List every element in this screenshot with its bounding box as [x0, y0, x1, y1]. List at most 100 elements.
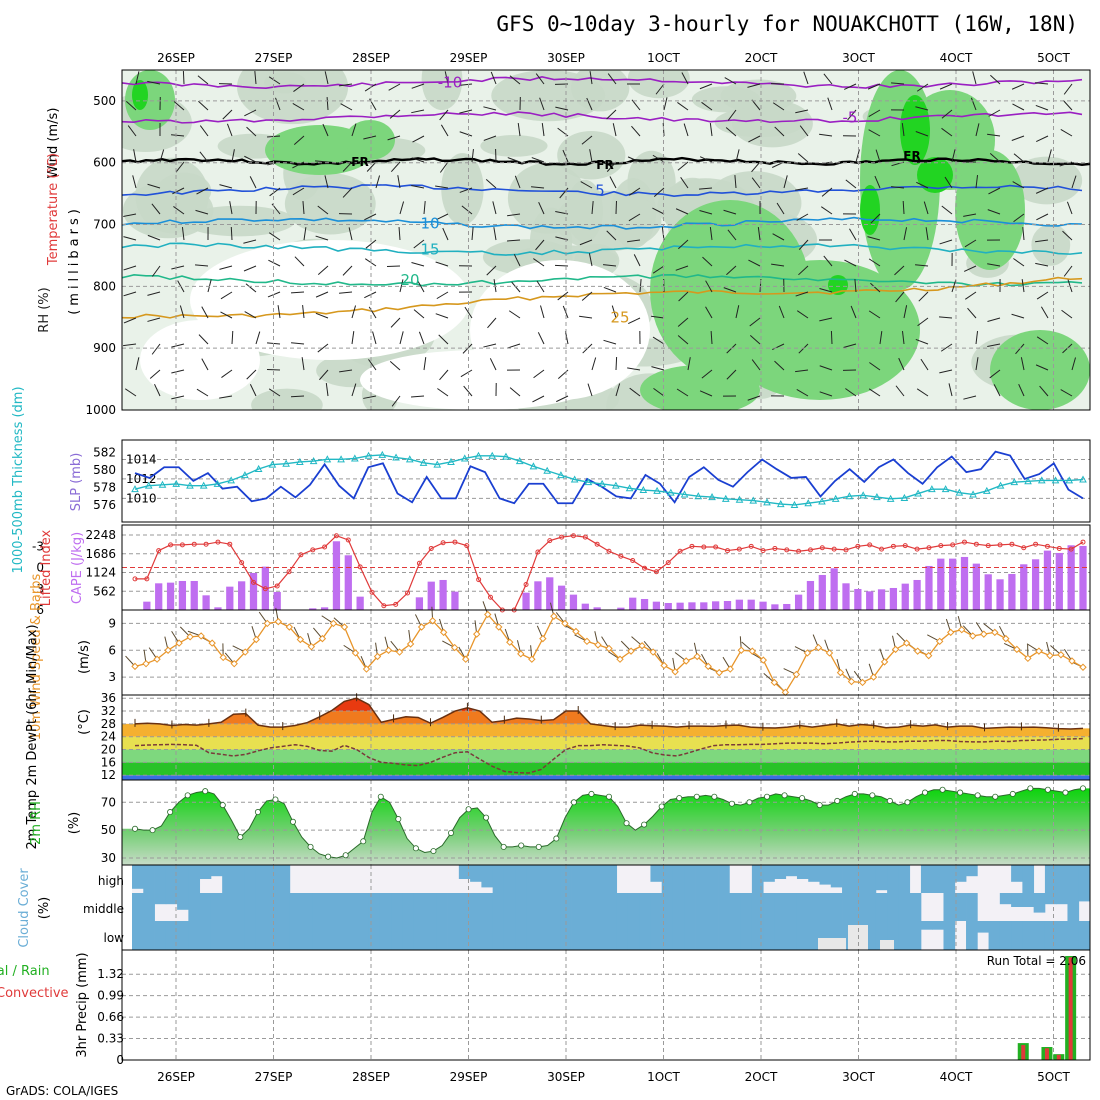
cloud-cover-cell	[493, 865, 505, 893]
cape-bar	[629, 598, 636, 610]
cape-bar	[665, 603, 672, 610]
wind-speed-point	[1047, 653, 1053, 659]
cape-bar	[759, 602, 766, 610]
cape-bar	[712, 601, 719, 610]
cape-bar	[854, 589, 861, 610]
wind-barb	[291, 396, 304, 397]
cloud-cover-cell	[279, 865, 291, 893]
cloud-cover-cell	[425, 921, 437, 950]
cloud-cover-cell	[583, 865, 595, 893]
cloud-cover-cell	[481, 921, 493, 950]
cape-bar	[357, 597, 364, 610]
rh-point	[361, 839, 366, 844]
temperature-contour-label: 5	[595, 182, 605, 200]
rh-point	[958, 790, 963, 795]
cloud-gap	[818, 938, 846, 950]
cloud-cover-cell	[538, 893, 550, 921]
top-date-label: 5OCT	[1037, 51, 1070, 65]
rh-point	[484, 815, 489, 820]
cloud-cover-cell	[617, 893, 629, 921]
wind-speed-point	[386, 647, 392, 653]
cloud-cover-cell	[650, 921, 662, 950]
cloud-cover-cell	[684, 921, 696, 950]
cloud-cover-cell	[1034, 921, 1046, 950]
wind-speed-point	[474, 631, 480, 637]
temp-band	[122, 775, 1090, 780]
rh-point	[835, 798, 840, 803]
rh-high-region	[640, 365, 760, 415]
cloud-cover-cell	[143, 893, 155, 921]
cloud-cover-cell	[414, 921, 426, 950]
rh-point	[887, 798, 892, 803]
wind-speed-point	[727, 666, 733, 672]
cloud-cover-cell	[1045, 865, 1057, 893]
cape-bar	[913, 580, 920, 610]
cloud-cover-cell	[256, 865, 268, 893]
top-date-label: 26SEP	[157, 51, 195, 65]
cloud-cover-cell	[808, 865, 820, 882]
precip-tick: 0.33	[97, 1032, 124, 1046]
cloud-cover-cell	[572, 921, 584, 950]
li-ylabels: Lifted Index CAPE (J/kg)	[39, 529, 85, 606]
bottom-date-label: 1OCT	[647, 1070, 680, 1084]
cloud-cover-cell	[301, 893, 313, 921]
cloud-cover-cell	[628, 893, 640, 921]
cloud-cover-cell	[290, 921, 302, 950]
cloud-cover-cell	[335, 921, 347, 950]
wind-speed-point	[804, 650, 810, 656]
cloud-cover-cell	[256, 893, 268, 921]
precip-convective-bar	[1045, 1048, 1049, 1060]
rh-mid-region	[1031, 224, 1070, 266]
rh-tick: 50	[101, 823, 116, 837]
cloud-cover-cell	[526, 865, 538, 893]
rh-point	[308, 844, 313, 849]
cloud-cover-cell	[1056, 865, 1068, 893]
cloud-level-label: high	[98, 874, 124, 888]
cloud-cover-cell	[594, 865, 606, 893]
cloud-cover-cell	[752, 893, 764, 921]
rh-point	[413, 846, 418, 851]
cloud-cover-cell	[380, 921, 392, 950]
cloud-cover-cell	[786, 921, 798, 950]
slp-tick: 1014	[126, 452, 157, 466]
cape-bar	[771, 604, 778, 610]
cloud-cover-cell	[932, 921, 944, 930]
cloud-cover-cell	[797, 921, 809, 950]
cape-bar	[428, 582, 435, 610]
rh-point	[1045, 787, 1050, 792]
rh-point	[238, 835, 243, 840]
top-date-label: 4OCT	[940, 51, 973, 65]
rh-point	[448, 830, 453, 835]
top-date-axis: 26SEP27SEP28SEP29SEP30SEP1OCT2OCT3OCT4OC…	[157, 51, 1070, 65]
cloud-cover-cell	[628, 921, 640, 950]
cape-bar	[202, 595, 209, 610]
rh-point	[536, 844, 541, 849]
cloud-cover-cell	[1079, 921, 1091, 950]
cloud-cover-panel: highmiddlelow	[83, 865, 1090, 950]
precip-convective-bar	[1069, 957, 1073, 1060]
cloud-cover-cell	[481, 893, 493, 921]
wind-speed-point	[793, 671, 799, 677]
rh-mid-region	[251, 389, 323, 422]
cloud-cover-cell	[729, 921, 741, 950]
cloud-gap	[880, 940, 894, 950]
thickness-tick: 580	[93, 463, 116, 477]
rh-point	[659, 804, 664, 809]
cape-bar	[345, 555, 352, 610]
cloud-cover-cell	[898, 893, 910, 921]
rh-point	[747, 800, 752, 805]
rh-dry-region	[140, 320, 260, 400]
cloud-cover-cell	[549, 921, 561, 950]
temp-bands	[122, 695, 1090, 780]
cloud-cover-cell	[188, 921, 200, 950]
cape-bar	[676, 603, 683, 610]
wind-speed-point	[1080, 664, 1086, 670]
rh-point	[132, 826, 137, 831]
slp-tick: 1010	[126, 491, 157, 505]
pressure-tick: 1000	[85, 403, 116, 417]
cape-bar	[1008, 574, 1015, 610]
cloud-cover-cell	[853, 865, 865, 893]
cape-bar	[795, 595, 802, 610]
upper-ylabel-temp: Temperature (°C)	[46, 153, 61, 266]
